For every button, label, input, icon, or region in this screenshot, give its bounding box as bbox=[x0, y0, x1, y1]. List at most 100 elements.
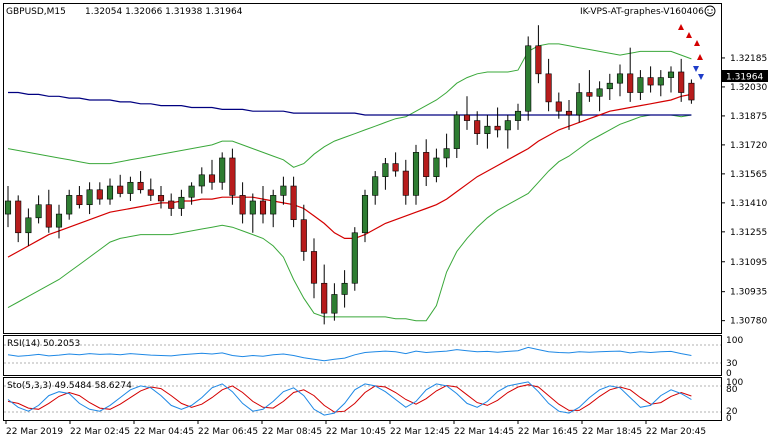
candle-up bbox=[433, 157, 440, 177]
time-axis: 22 Mar 2019 22 Mar 02:45 22 Mar 04:45 22 Ma… bbox=[5, 420, 706, 437]
candle-down bbox=[392, 163, 399, 172]
time-tick-label: 22 Mar 06:45 bbox=[198, 427, 258, 437]
buy-arrow-icon bbox=[698, 74, 704, 80]
bollinger-upper-line bbox=[7, 43, 692, 168]
time-tick-label: 22 Mar 04:45 bbox=[134, 427, 194, 437]
candle-up bbox=[443, 148, 450, 159]
candle-down bbox=[555, 101, 562, 112]
time-tick-label: 22 Mar 18:45 bbox=[582, 427, 642, 437]
stoch-tick-80: 80 bbox=[726, 385, 738, 395]
price-tick-label: 1.31875 bbox=[730, 112, 767, 122]
candle-down bbox=[137, 181, 144, 191]
candle-down bbox=[157, 195, 165, 202]
stoch-tick-100: 100 bbox=[726, 378, 743, 388]
current-price-label: 1.31964 bbox=[726, 73, 763, 83]
candle-up bbox=[249, 200, 256, 215]
bollinger-lower-line bbox=[7, 114, 692, 322]
candle-up bbox=[525, 45, 532, 112]
candle-up bbox=[504, 120, 511, 131]
time-tick-label: 22 Mar 2019 bbox=[6, 427, 63, 437]
sell-arrow-icon bbox=[694, 40, 700, 46]
price-tick-label: 1.31255 bbox=[730, 228, 767, 238]
price-tick-label: 1.32185 bbox=[730, 54, 767, 64]
time-tick-label: 22 Mar 16:45 bbox=[518, 427, 578, 437]
candle-up bbox=[341, 282, 348, 295]
rsi-tick-100: 100 bbox=[726, 336, 743, 346]
candle-down bbox=[688, 82, 695, 101]
time-tick-label: 22 Mar 20:45 bbox=[646, 427, 706, 437]
candle-down bbox=[321, 282, 328, 314]
candle-down bbox=[463, 114, 471, 121]
candle-down bbox=[239, 195, 246, 215]
stoch-tick-0: 0 bbox=[726, 414, 732, 424]
candle-up bbox=[4, 200, 12, 215]
candle-up bbox=[86, 189, 93, 206]
rsi-panel-frame bbox=[3, 335, 722, 376]
signal-arrows bbox=[678, 24, 704, 80]
time-tick-label: 22 Mar 02:45 bbox=[70, 427, 130, 437]
smiley-icon bbox=[704, 5, 716, 17]
current-price-tag bbox=[722, 70, 768, 82]
candle-up bbox=[484, 125, 491, 134]
candle-up bbox=[351, 232, 358, 284]
candle-up bbox=[270, 195, 277, 215]
candle-down bbox=[45, 204, 52, 228]
candle-down bbox=[208, 174, 216, 183]
candle-down bbox=[402, 170, 409, 196]
candle-down bbox=[96, 189, 103, 200]
rsi-tick-30: 30 bbox=[726, 359, 738, 369]
rsi-title: RSI(14) 50.2053 bbox=[7, 339, 80, 349]
candle-down bbox=[147, 189, 154, 196]
stoch-panel-frame bbox=[3, 377, 722, 421]
candle-up bbox=[188, 185, 195, 198]
candles bbox=[4, 25, 695, 325]
candle-up bbox=[35, 204, 42, 219]
candle-down bbox=[545, 73, 552, 103]
candle-up bbox=[596, 88, 603, 97]
candle-down bbox=[300, 219, 307, 252]
time-tick-label: 22 Mar 12:45 bbox=[390, 427, 450, 437]
rsi-line bbox=[7, 346, 692, 362]
ohlc-label: 1.32054 1.32066 1.31938 1.31964 bbox=[85, 7, 243, 17]
candle-down bbox=[474, 120, 481, 134]
stoch-lines bbox=[7, 381, 692, 416]
candle-up bbox=[412, 152, 420, 196]
candle-down bbox=[565, 110, 573, 116]
candle-up bbox=[331, 294, 338, 314]
stoch-title: Sto(5,3,3) 49.5484 58.6274 bbox=[7, 381, 132, 391]
price-tick-label: 1.32030 bbox=[730, 83, 767, 93]
candle-down bbox=[229, 157, 236, 196]
candle-down bbox=[290, 185, 297, 220]
candle-up bbox=[25, 217, 32, 234]
candle-down bbox=[627, 73, 634, 93]
time-tick-label: 22 Mar 08:45 bbox=[262, 427, 322, 437]
candle-up bbox=[657, 77, 664, 86]
candle-up bbox=[616, 73, 624, 84]
main-panel-frame bbox=[3, 3, 722, 334]
candle-up bbox=[66, 195, 73, 215]
candle-up bbox=[178, 196, 185, 209]
candle-down bbox=[678, 71, 685, 93]
sell-arrow-icon bbox=[678, 24, 684, 30]
candle-down bbox=[647, 77, 654, 86]
bollinger-bands bbox=[7, 43, 692, 322]
candle-up bbox=[372, 176, 379, 196]
candle-up bbox=[198, 174, 205, 187]
sell-arrow-icon bbox=[686, 32, 692, 38]
candle-up bbox=[514, 110, 522, 121]
stoch-signal-line bbox=[7, 384, 692, 413]
candle-up bbox=[219, 157, 226, 183]
price-tick-label: 1.30935 bbox=[730, 288, 767, 298]
candle-down bbox=[168, 200, 175, 209]
sell-arrow-icon bbox=[697, 54, 703, 60]
candle-down bbox=[310, 251, 318, 284]
buy-arrow-icon bbox=[693, 66, 699, 72]
candle-down bbox=[76, 195, 83, 206]
candle-down bbox=[586, 92, 593, 97]
candle-up bbox=[637, 77, 644, 93]
candle-up bbox=[55, 213, 63, 228]
time-tick-label: 22 Mar 14:45 bbox=[454, 427, 514, 437]
candle-down bbox=[259, 200, 267, 215]
candle-up bbox=[280, 185, 287, 196]
